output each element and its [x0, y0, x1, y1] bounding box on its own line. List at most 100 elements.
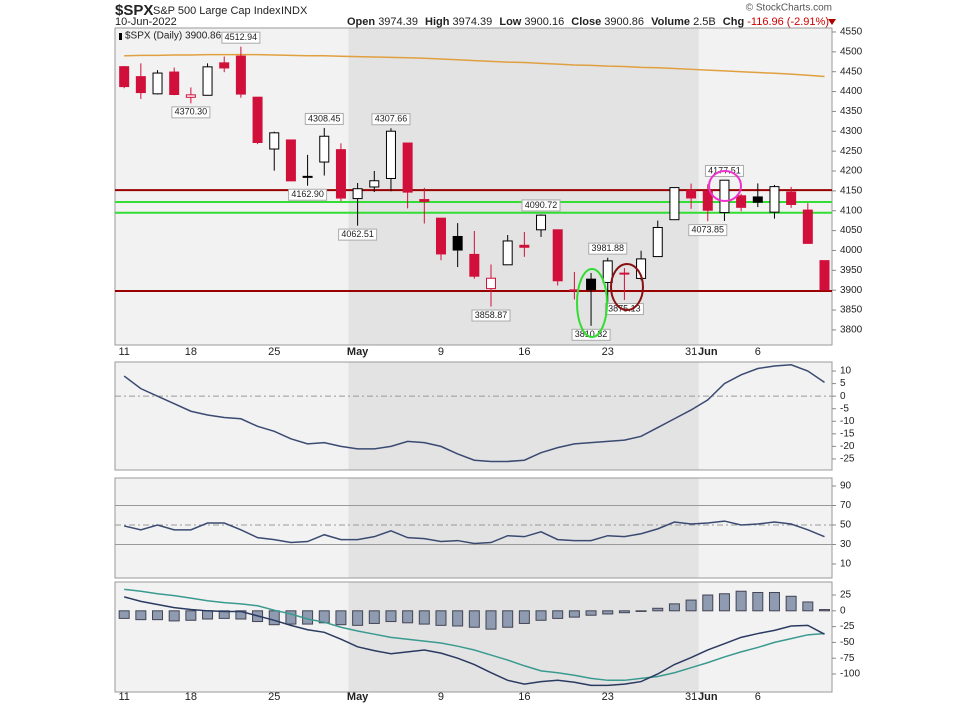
indicator-line	[123, 364, 825, 463]
label-box	[521, 199, 561, 212]
histogram-bar	[768, 591, 780, 612]
histogram-bar	[268, 610, 280, 626]
candle-body	[786, 191, 797, 205]
y-tick-label: 4200	[840, 166, 863, 177]
candle-body	[302, 175, 313, 178]
label-box	[338, 228, 378, 241]
candle-body	[602, 260, 613, 283]
histogram-bar	[618, 610, 630, 614]
x-tick-label: 18	[185, 346, 197, 358]
label-box	[221, 31, 261, 44]
histogram-bar	[568, 610, 580, 618]
symbol: $SPX	[115, 2, 153, 19]
y-tick-label: -15	[840, 428, 855, 439]
histogram-bar	[152, 610, 164, 621]
candle-body	[402, 142, 413, 193]
panel-border	[114, 27, 833, 346]
y-tick-label: 0	[840, 391, 846, 402]
stats: Open 3974.39 High 3974.39 Low 3900.16 Cl…	[347, 16, 829, 28]
y-tick-label: -10	[840, 416, 855, 427]
y-tick-label: -50	[840, 637, 855, 648]
stat-label: Open	[347, 16, 375, 28]
histogram-bar	[552, 610, 564, 619]
candle-body	[469, 253, 480, 277]
candle-body	[536, 214, 547, 231]
candle-body	[619, 272, 630, 275]
y-tick-label: -25	[840, 454, 855, 465]
candle-body	[502, 240, 513, 266]
y-tick-label: 4300	[840, 126, 863, 137]
histogram-bar	[435, 610, 447, 626]
x-tick-label: 6	[755, 691, 761, 703]
y-tick-label: 50	[840, 520, 852, 531]
label-box	[688, 224, 728, 237]
candle-body	[185, 94, 196, 98]
y-tick-label: 4400	[840, 86, 863, 97]
histogram-bar	[118, 610, 130, 619]
y-tick-label: 3850	[840, 305, 863, 316]
exchange: INDX	[281, 5, 308, 17]
index-name: S&P 500 Large Cap Index	[153, 5, 281, 17]
candle-body	[452, 235, 463, 251]
price-label: 4307.66	[375, 114, 408, 124]
label-box	[371, 113, 411, 126]
y-tick-label: 4100	[840, 205, 863, 216]
candle-body	[252, 96, 263, 143]
x-tick-label: 31	[685, 691, 697, 703]
candle-body	[385, 130, 396, 179]
price-label: 3981.88	[591, 243, 624, 253]
x-tick-label: 16	[518, 346, 530, 358]
y-tick-label: 4050	[840, 225, 863, 236]
candle-body	[419, 199, 430, 202]
histogram-bar	[135, 610, 147, 621]
x-tick-label: May	[347, 691, 369, 703]
candle-body	[736, 195, 747, 208]
month-shade	[348, 362, 699, 470]
y-tick-label: 4250	[840, 146, 863, 157]
histogram-bar	[402, 610, 414, 624]
y-tick-label: -20	[840, 441, 855, 452]
y-tick-label: 0	[840, 605, 846, 616]
x-tick-label: 18	[185, 691, 197, 703]
histogram-bar	[785, 595, 797, 612]
candle-body	[169, 71, 180, 96]
candle-body	[235, 55, 246, 95]
label-box	[171, 106, 211, 119]
candle-body	[819, 260, 830, 291]
stat-label: Low	[499, 16, 521, 28]
label-box	[304, 112, 344, 125]
date: 10-Jun-2022	[115, 16, 177, 28]
histogram-bar	[485, 610, 497, 630]
candle-body	[219, 62, 230, 69]
y-tick-label: 4500	[840, 46, 863, 57]
candle-body	[769, 186, 780, 213]
y-tick-label: 10	[840, 559, 852, 570]
stat-value: 2.5B	[693, 16, 716, 28]
price-label: 4162.90	[291, 189, 324, 199]
histogram-bar	[285, 610, 297, 625]
candle-body	[586, 278, 597, 291]
price-label: 4512.94	[225, 32, 258, 42]
price-label: 4308.45	[308, 113, 341, 123]
x-tick-label: 25	[268, 346, 280, 358]
histogram-bar	[385, 610, 397, 623]
histogram-bar	[585, 610, 597, 616]
candle-body	[152, 72, 163, 95]
candle-body	[369, 180, 380, 188]
y-tick-label: 4550	[840, 27, 863, 38]
histogram-bar	[202, 610, 214, 620]
y-tick-label: 3900	[840, 285, 863, 296]
y-tick-label: 4150	[840, 186, 863, 197]
y-tick-label: 4450	[840, 66, 863, 77]
y-tick-label: -5	[840, 403, 849, 414]
y-tick-label: 3950	[840, 265, 863, 276]
x-tick-label: 11	[118, 691, 129, 703]
month-shade	[348, 582, 699, 692]
backgrounds	[114, 27, 833, 693]
stat-value: 3900.86	[604, 16, 644, 28]
histogram-bar	[702, 594, 714, 612]
y-tick-label: 3800	[840, 325, 863, 336]
histogram-bar	[668, 603, 680, 612]
price-label: 4370.30	[175, 107, 208, 117]
histogram-bar	[452, 610, 464, 627]
